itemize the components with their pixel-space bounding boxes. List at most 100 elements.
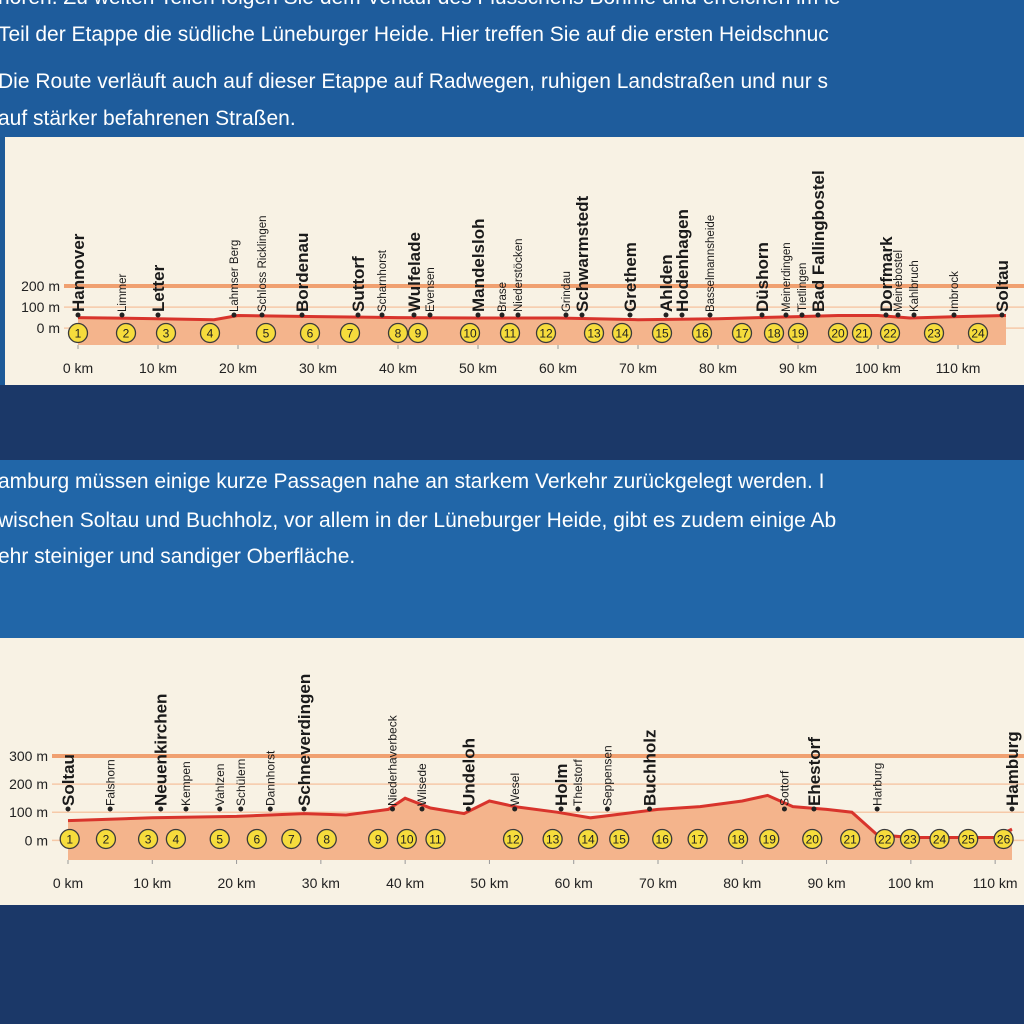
- waypoint-number: 9: [375, 833, 382, 847]
- waypoint: [499, 322, 521, 344]
- waypoint-number: 11: [504, 327, 517, 341]
- waypoint-number: 7: [288, 833, 295, 847]
- waypoint: [687, 828, 708, 850]
- place-dot: [301, 806, 307, 812]
- place-label: Mandelsloh: [469, 218, 488, 312]
- place-label: Meinerdingen: [781, 242, 793, 312]
- place-dot: [815, 312, 821, 318]
- place-label: Wesel: [508, 773, 522, 806]
- text-block: hören. Zu weiten Teilen folgen Sie dem V…: [0, 0, 840, 130]
- x-tick-label: 30 km: [299, 360, 337, 376]
- place-label: Bad Fallingbostel: [809, 170, 828, 312]
- place-dot: [158, 806, 164, 812]
- text-block: amburg müssen einige kurze Passagen nahe…: [0, 470, 836, 568]
- place-label: Imbrock: [949, 271, 961, 312]
- place-label: Soltau: [993, 260, 1012, 312]
- place-dot: [575, 806, 581, 812]
- place-dot: [427, 312, 433, 318]
- waypoint: [691, 322, 713, 344]
- mid-band: [0, 460, 1024, 640]
- waypoint: [851, 322, 873, 344]
- place-label: Grethem: [621, 242, 640, 312]
- place-dot: [799, 312, 805, 318]
- place-dot: [475, 312, 481, 318]
- paragraph-line: auf stärker befahrenen Straßen.: [0, 107, 296, 130]
- place-label: Lahmser Berg: [229, 240, 241, 312]
- place-label: Falshorn: [103, 759, 117, 806]
- waypoint: [651, 322, 673, 344]
- waypoint: [115, 322, 137, 344]
- place-dot: [65, 806, 71, 812]
- place-label: Holm: [552, 764, 571, 807]
- waypoint: [759, 828, 780, 850]
- waypoint: [787, 322, 809, 344]
- place-dot: [465, 806, 471, 812]
- waypoint-number: 5: [263, 327, 270, 341]
- place-label: Schwarmstedt: [573, 195, 592, 312]
- waypoint-number: 24: [933, 833, 947, 847]
- waypoint-number: 19: [791, 327, 805, 341]
- waypoint-number: 15: [655, 327, 669, 341]
- waypoint: [929, 828, 950, 850]
- place-label: Letter: [149, 264, 168, 312]
- place-label: Kempen: [179, 761, 193, 806]
- place-dot: [238, 806, 244, 812]
- waypoint: [425, 828, 446, 850]
- elevation-line: [67, 793, 1013, 839]
- chart: 0 m 100 m 200 m 300 m 0 km 10 km 20 km 30 km 40 …: [9, 674, 1024, 891]
- waypoint: [840, 828, 861, 850]
- waypoint: [339, 322, 361, 344]
- place-dot: [604, 806, 610, 812]
- waypoint: [299, 322, 321, 344]
- x-tick-label: 10 km: [133, 875, 171, 891]
- paragraph-line: wischen Soltau und Buchholz, vor allem i…: [0, 509, 836, 532]
- place-dot: [811, 806, 817, 812]
- waypoint: [407, 322, 429, 344]
- waypoint: [874, 828, 895, 850]
- paragraph-line: amburg müssen einige kurze Passagen nahe…: [0, 470, 824, 493]
- waypoint: [209, 828, 230, 850]
- place-label: Hannover: [69, 233, 88, 312]
- place-label: Scharnhorst: [377, 249, 389, 312]
- place-dot: [579, 312, 585, 318]
- waypoint-number: 10: [400, 833, 414, 847]
- waypoint: [727, 828, 749, 850]
- waypoint: [611, 322, 633, 344]
- place-dot: [999, 312, 1005, 318]
- waypoint: [583, 322, 605, 344]
- waypoint-number: 13: [546, 833, 560, 847]
- x-tick-label: 0 km: [53, 875, 83, 891]
- paragraph-line: ehr steiniger und sandiger Oberfläche.: [0, 545, 355, 568]
- place-dot: [390, 806, 395, 812]
- place-label: Schülern: [234, 759, 248, 806]
- place-dot: [558, 806, 564, 812]
- waypoint-number: 26: [997, 833, 1011, 847]
- waypoint-number: 3: [163, 327, 170, 341]
- waypoint: [763, 322, 785, 344]
- y-tick-label: 300 m: [9, 748, 48, 764]
- place-dot: [299, 312, 305, 318]
- waypoint: [542, 828, 563, 850]
- place-dot: [217, 806, 223, 812]
- chart: 0 m 100 m 200 m 0 km 10 km 20 km 30 km 40 km 50 …: [21, 170, 1024, 376]
- dark-band: [0, 385, 1024, 460]
- waypoint-number: 7: [347, 327, 354, 341]
- waypoint-number: 19: [763, 833, 777, 847]
- waypoint-number: 6: [253, 833, 260, 847]
- place-label: Hamburg: [1003, 731, 1022, 806]
- place-dot: [783, 312, 789, 318]
- waypoint-number: 25: [961, 833, 975, 847]
- waypoint-number: 16: [695, 327, 709, 341]
- waypoint-number: 21: [855, 327, 869, 341]
- waypoint-number: 23: [903, 833, 917, 847]
- waypoint-number: 15: [613, 833, 627, 847]
- place-label: Suttorf: [349, 256, 368, 312]
- y-tick-label: 100 m: [9, 804, 48, 820]
- place-label: Niederstöcken: [513, 238, 525, 312]
- x-tick-label: 60 km: [555, 875, 593, 891]
- place-label: Evensen: [425, 267, 437, 312]
- waypoint: [731, 322, 753, 344]
- waypoint-number: 13: [587, 327, 601, 341]
- place-label: Undeloh: [459, 738, 478, 806]
